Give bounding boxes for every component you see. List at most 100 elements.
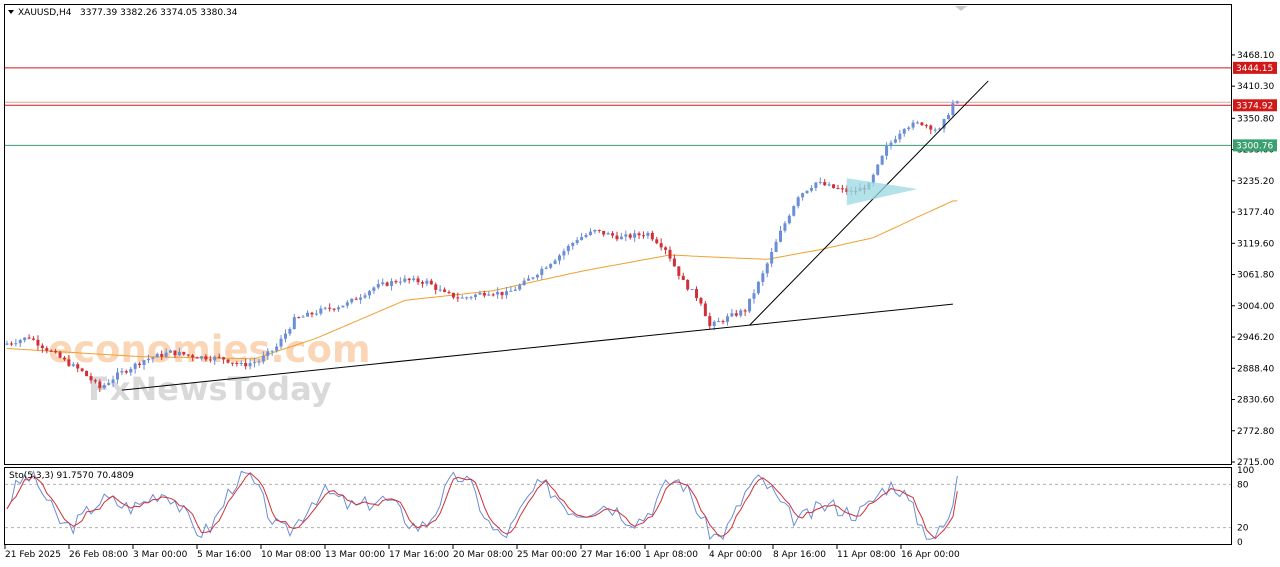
candle [796, 195, 800, 209]
candle-body [765, 263, 769, 274]
candle-body [681, 275, 685, 281]
candle-body [49, 350, 53, 352]
candle [743, 308, 747, 316]
candle-body [270, 350, 274, 352]
candle-body [93, 380, 97, 382]
candle-body [637, 233, 641, 236]
candle-body [518, 285, 522, 290]
candle [955, 100, 959, 105]
candle-body [146, 358, 150, 361]
candle [394, 279, 398, 284]
candle-body [955, 101, 959, 104]
candle [783, 221, 787, 233]
candle [235, 361, 239, 367]
candle [695, 286, 699, 302]
candle [151, 356, 155, 363]
candle [407, 277, 411, 284]
candle [911, 119, 915, 131]
candle [549, 263, 553, 270]
candle [924, 123, 928, 129]
candle-body [474, 294, 478, 298]
candle-body [385, 282, 389, 286]
candle [403, 275, 407, 284]
candle [36, 335, 40, 351]
candle-body [292, 317, 296, 330]
candle-body [469, 297, 473, 299]
candle-body [770, 251, 774, 264]
candle [619, 232, 623, 240]
scroll-marker-icon[interactable] [955, 6, 967, 11]
candle-body [239, 363, 243, 365]
candle [76, 362, 80, 373]
ma-line [6, 200, 958, 360]
candle-body [199, 356, 203, 359]
candle [664, 246, 668, 255]
candle [624, 230, 628, 242]
candle [310, 311, 314, 318]
watermark-economies: economies.com [48, 328, 371, 371]
candle-body [924, 125, 928, 127]
candle [425, 278, 429, 287]
candle-body [500, 291, 504, 296]
candle [98, 379, 102, 393]
candle-body [107, 382, 111, 385]
candle-body [876, 164, 880, 175]
candle [628, 232, 632, 240]
candle [637, 231, 641, 240]
dropdown-triangle-icon[interactable] [8, 10, 14, 14]
candle [765, 262, 769, 278]
candle [45, 346, 49, 354]
candle [169, 349, 173, 353]
candle-body [138, 363, 142, 366]
candle-body [814, 182, 818, 188]
candle [686, 279, 690, 291]
candle [5, 340, 9, 346]
candle [337, 305, 340, 312]
candle-body [412, 278, 416, 281]
candle-body [32, 338, 36, 340]
candle [677, 266, 681, 280]
candle-body [902, 129, 906, 134]
candle-body [880, 155, 884, 165]
candle-body [182, 351, 186, 355]
candle-body [739, 310, 743, 316]
candle-body [310, 312, 314, 315]
candle [124, 369, 128, 375]
candle-body [509, 290, 513, 292]
candle-body [889, 142, 893, 147]
candle-body [478, 293, 482, 295]
candle-body [253, 362, 257, 364]
candle-body [893, 139, 897, 143]
candle-body [672, 258, 676, 267]
symbol-label: XAUUSD,H4 [18, 8, 72, 18]
candle [111, 375, 115, 388]
candle [801, 192, 805, 201]
candle [27, 334, 31, 340]
candle [363, 292, 367, 299]
candle [500, 291, 504, 300]
candle-body [553, 260, 557, 264]
candle [606, 231, 610, 235]
candle-body [319, 308, 323, 314]
candle [787, 214, 791, 225]
candle [756, 280, 760, 295]
candle [460, 294, 464, 299]
candle [672, 254, 676, 267]
candle-body [407, 278, 411, 281]
candle-body [840, 188, 844, 190]
candle-body [792, 206, 796, 216]
price-tick-label: 3468.10 [1237, 51, 1274, 61]
candle [429, 278, 433, 285]
candle-body [615, 235, 619, 240]
candle-body [222, 357, 226, 360]
candle [54, 348, 58, 354]
candle [593, 229, 597, 234]
watermark-fxnewstoday: FxNewsToday [88, 370, 332, 408]
candle [332, 307, 336, 312]
candle-body [58, 352, 62, 358]
candle [345, 300, 349, 309]
candle [659, 238, 663, 251]
candle [836, 184, 840, 190]
price-tick-label: 3235.20 [1237, 177, 1274, 187]
